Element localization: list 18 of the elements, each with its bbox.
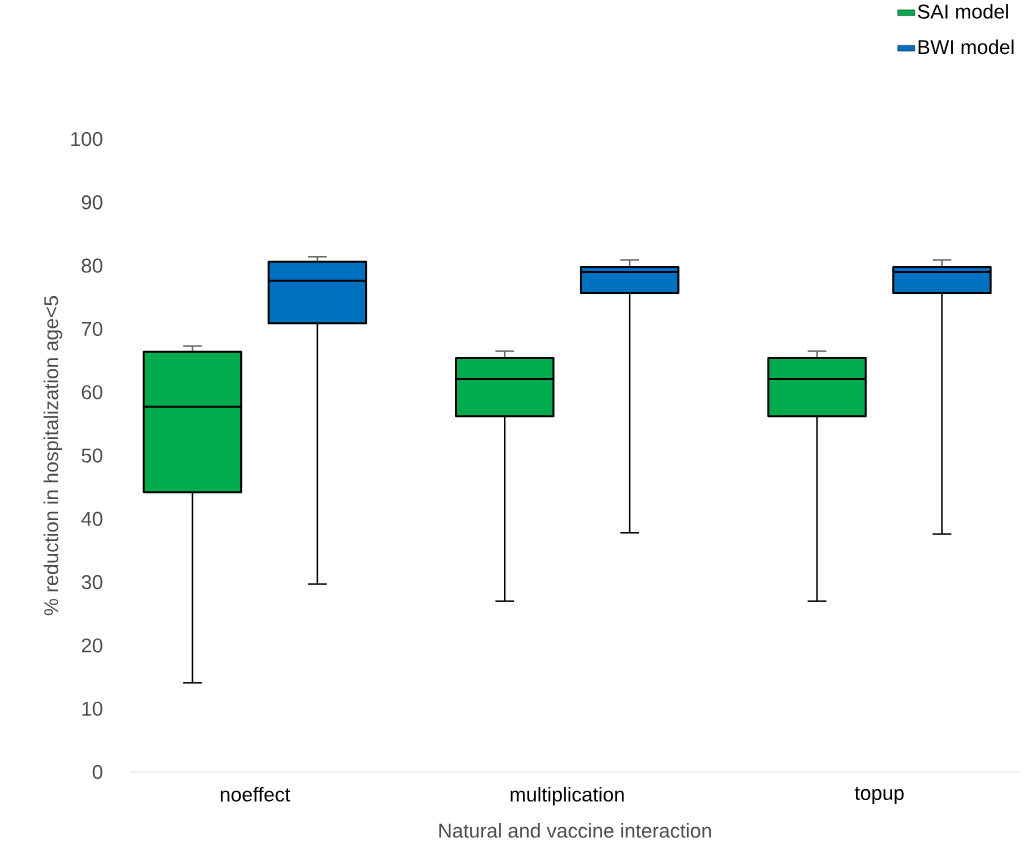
- legend-label: SAI model: [917, 3, 1008, 19]
- y-axis-title: % reduction in hospitalization age<5: [43, 296, 63, 616]
- y-tick-label: 60: [81, 385, 103, 400]
- y-tick-label: 90: [81, 195, 103, 210]
- y-tick-label: 50: [81, 448, 103, 463]
- legend-label: BWI model: [918, 39, 1014, 55]
- x-axis-title: Natural and vaccine interaction: [439, 823, 711, 838]
- y-tick-label: 40: [81, 511, 103, 526]
- y-tick-label: 0: [92, 764, 103, 780]
- y-tick-label: 10: [82, 701, 103, 716]
- x-tick-label: multiplication: [510, 786, 624, 806]
- y-tick-label: 80: [81, 258, 103, 273]
- y-tick-label: 70: [81, 321, 103, 336]
- y-tick-label: 20: [81, 638, 103, 653]
- x-tick-label: topup: [854, 786, 904, 804]
- y-tick-label: 100: [71, 131, 103, 147]
- x-tick-label: noeffect: [220, 786, 291, 802]
- y-tick-label: 30: [81, 575, 103, 590]
